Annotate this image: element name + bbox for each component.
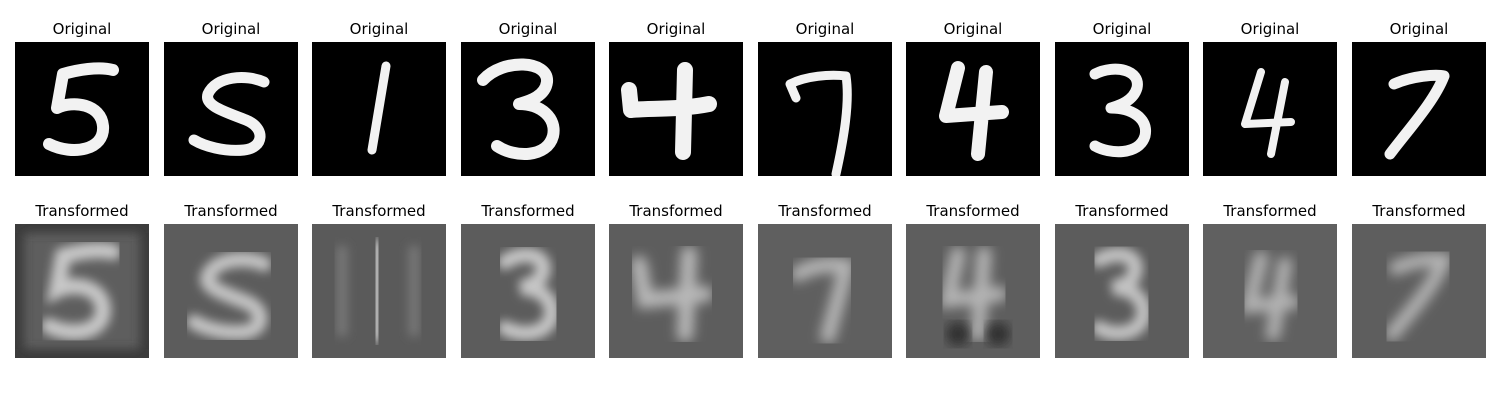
transformed-image-9: [1203, 224, 1337, 358]
original-title-5: Original: [646, 20, 706, 38]
transformed-title-3: Transformed: [332, 202, 426, 220]
original-image-10: [1352, 42, 1486, 176]
transformed-image-4: [461, 224, 595, 358]
original-title-9: Original: [1240, 20, 1300, 38]
original-title-4: Original: [498, 20, 558, 38]
original-title-7: Original: [943, 20, 1003, 38]
transformed-cell-5: Transformed: [609, 200, 743, 358]
transformed-image-3: [312, 224, 446, 358]
transformed-cell-4: Transformed: [461, 200, 595, 358]
transformed-title-7: Transformed: [926, 202, 1020, 220]
original-title-2: Original: [201, 20, 261, 38]
original-image-8: [1055, 42, 1189, 176]
transformed-image-8: [1055, 224, 1189, 358]
transformed-cell-8: Transformed: [1055, 200, 1189, 358]
transformed-image-6: [758, 224, 892, 358]
transformed-title-8: Transformed: [1075, 202, 1169, 220]
original-title-6: Original: [795, 20, 855, 38]
original-image-4: [461, 42, 595, 176]
transformed-title-4: Transformed: [481, 202, 575, 220]
transformed-title-6: Transformed: [778, 202, 872, 220]
transformed-image-5: [609, 224, 743, 358]
transformed-cell-1: Transformed: [15, 200, 149, 358]
original-title-8: Original: [1092, 20, 1152, 38]
original-cell-1: Original: [15, 18, 149, 176]
transformed-cell-10: Transformed: [1352, 200, 1486, 358]
original-image-7: [906, 42, 1040, 176]
original-cell-2: Original: [164, 18, 298, 176]
original-cell-5: Original: [609, 18, 743, 176]
transformed-title-2: Transformed: [184, 202, 278, 220]
transformed-cell-7: Transformed: [906, 200, 1040, 358]
original-image-3: [312, 42, 446, 176]
transformed-title-10: Transformed: [1372, 202, 1466, 220]
original-cell-7: Original: [906, 18, 1040, 176]
original-cell-10: Original: [1352, 18, 1486, 176]
transformed-image-1: [15, 224, 149, 358]
transformed-title-1: Transformed: [35, 202, 129, 220]
transformed-cell-2: Transformed: [164, 200, 298, 358]
transformed-image-2: [164, 224, 298, 358]
original-image-6: [758, 42, 892, 176]
transformed-title-9: Transformed: [1223, 202, 1317, 220]
transformed-cell-9: Transformed: [1203, 200, 1337, 358]
original-title-1: Original: [52, 20, 112, 38]
original-image-1: [15, 42, 149, 176]
original-cell-4: Original: [461, 18, 595, 176]
transformed-image-7: [906, 224, 1040, 358]
original-title-3: Original: [349, 20, 409, 38]
original-title-10: Original: [1389, 20, 1449, 38]
original-image-5: [609, 42, 743, 176]
original-image-2: [164, 42, 298, 176]
transformed-title-5: Transformed: [629, 202, 723, 220]
transformed-image-10: [1352, 224, 1486, 358]
original-cell-8: Original: [1055, 18, 1189, 176]
transformed-cell-3: Transformed: [312, 200, 446, 358]
original-cell-9: Original: [1203, 18, 1337, 176]
transformed-cell-6: Transformed: [758, 200, 892, 358]
original-cell-3: Original: [312, 18, 446, 176]
original-cell-6: Original: [758, 18, 892, 176]
original-image-9: [1203, 42, 1337, 176]
